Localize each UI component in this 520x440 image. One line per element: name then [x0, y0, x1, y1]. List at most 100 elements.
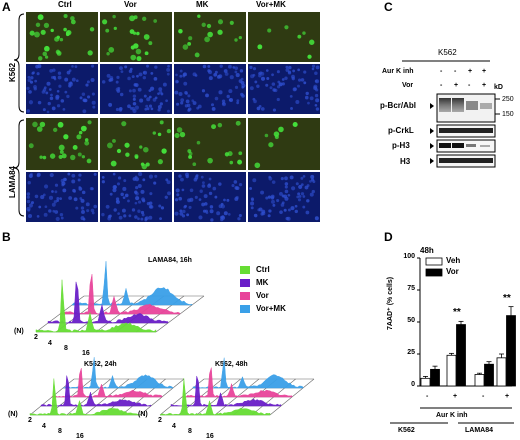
bar: [430, 368, 440, 387]
green-fluorescence-panel: [100, 118, 172, 170]
histogram-tick-label: 4: [172, 423, 176, 430]
histogram-tick-label: 16: [82, 350, 90, 357]
bar: [506, 315, 516, 387]
treatment-sign: +: [454, 82, 459, 89]
blot-arrow: [430, 143, 434, 149]
blot-label-p-crkl: p-CrkL: [388, 126, 414, 135]
y-tick-label: 0: [411, 381, 415, 388]
bar: [456, 324, 466, 387]
plot-title-lama84: LAMA84, 16h: [148, 257, 192, 264]
bar: [474, 374, 485, 387]
histogram-tick-label: 4: [48, 340, 52, 347]
histogram-series: [159, 378, 271, 416]
green-fluorescence-panel: [248, 118, 320, 170]
legend-swatch: [240, 279, 250, 287]
legend-label: Vor+MK: [256, 304, 286, 313]
y-tick-label: 75: [407, 285, 415, 292]
histogram-plot: [29, 357, 185, 416]
histogram-tick-label: 8: [64, 345, 68, 352]
kd-label: kD: [494, 84, 503, 91]
y-tick-label: 25: [407, 349, 415, 356]
column-label-vor: Vor: [124, 0, 137, 9]
blot-label-p-bcr-abl: p-Bcr/Abl: [380, 101, 416, 110]
dapi-nuclei-panel: [174, 64, 246, 114]
dapi-nuclei-panel: [100, 172, 172, 222]
treatment-sign: -: [454, 68, 457, 75]
treatment-sign: +: [468, 68, 473, 75]
histogram-axis-label: (N): [8, 411, 18, 418]
plot-title-k562-24h: K562, 24h: [84, 361, 117, 368]
legend-swatch: [425, 257, 443, 266]
group-label-k562: K562: [398, 427, 415, 434]
histogram-plot: [35, 261, 205, 333]
blot-arrow: [430, 128, 434, 134]
blot-label-h3: H3: [400, 157, 411, 166]
histogram-tick-label: 2: [28, 417, 32, 424]
blot-label-p-h3: p-H3: [392, 141, 410, 150]
group-label-lama84: LAMA84: [465, 427, 494, 434]
histogram-axis-label: (N): [14, 328, 24, 335]
column-label-vor-mk: Vor+MK: [256, 0, 286, 9]
condition-sign: +: [453, 393, 458, 400]
legend-label: Vor: [446, 267, 459, 276]
plot-title-k562-48h: K562, 48h: [215, 361, 248, 368]
bar: [420, 377, 431, 387]
legend-label: Veh: [446, 256, 461, 265]
histogram-series: [47, 281, 169, 324]
histogram-tick-label: 4: [42, 423, 46, 430]
treatment-sign: -: [440, 68, 443, 75]
panel-label-b: B: [2, 230, 11, 244]
green-fluorescence-panel: [248, 12, 320, 62]
green-fluorescence-panel: [174, 118, 246, 170]
condition-sign: -: [482, 393, 485, 400]
dapi-nuclei-panel: [248, 172, 320, 222]
y-tick-label: 50: [407, 317, 415, 324]
condition-sign: -: [426, 393, 429, 400]
legend-label: Vor: [256, 291, 269, 300]
histogram-tick-label: 2: [158, 417, 162, 424]
bar: [446, 354, 457, 387]
treatment-sign: +: [482, 68, 487, 75]
dapi-nuclei-panel: [100, 64, 172, 114]
treatment-sign: +: [482, 82, 487, 89]
green-fluorescence-panel: [174, 12, 246, 62]
histogram-series: [35, 279, 157, 333]
green-fluorescence-panel: [100, 12, 172, 62]
green-fluorescence-panel: [26, 12, 98, 62]
blot-arrow: [430, 158, 434, 164]
legend-swatch: [240, 266, 250, 274]
treatment-sign: -: [440, 82, 443, 89]
panel-label-c: C: [384, 0, 393, 14]
legend-label: MK: [256, 278, 269, 287]
condition-sign: +: [505, 393, 510, 400]
dapi-nuclei-panel: [26, 172, 98, 222]
dapi-nuclei-panel: [26, 64, 98, 114]
marker-150: 150: [502, 111, 514, 118]
dapi-nuclei-panel: [248, 64, 320, 114]
column-label-mk: MK: [196, 0, 209, 9]
column-label-ctrl: Ctrl: [58, 0, 72, 9]
chart-title: 48h: [420, 246, 434, 255]
y-tick-label: 100: [403, 253, 415, 260]
treatment-label-vor: Vor: [402, 82, 414, 89]
microscopy-grid: [26, 12, 320, 222]
histogram-tick-label: 2: [34, 334, 38, 341]
histogram-series: [29, 378, 141, 416]
dapi-nuclei-panel: [174, 172, 246, 222]
cell-line-label: K562: [438, 48, 457, 57]
panel-label-d: D: [384, 230, 393, 244]
blot-arrow: [430, 103, 434, 109]
legend-label: Ctrl: [256, 265, 270, 274]
legend-swatch: [425, 268, 443, 277]
chart-xlabel: Aur K inh: [436, 412, 468, 419]
histogram-tick-label: 8: [58, 428, 62, 435]
green-fluorescence-panel: [26, 118, 98, 170]
histogram-series: [40, 375, 152, 407]
marker-250: 250: [502, 96, 514, 103]
histogram-axis-label: (N): [138, 411, 148, 418]
